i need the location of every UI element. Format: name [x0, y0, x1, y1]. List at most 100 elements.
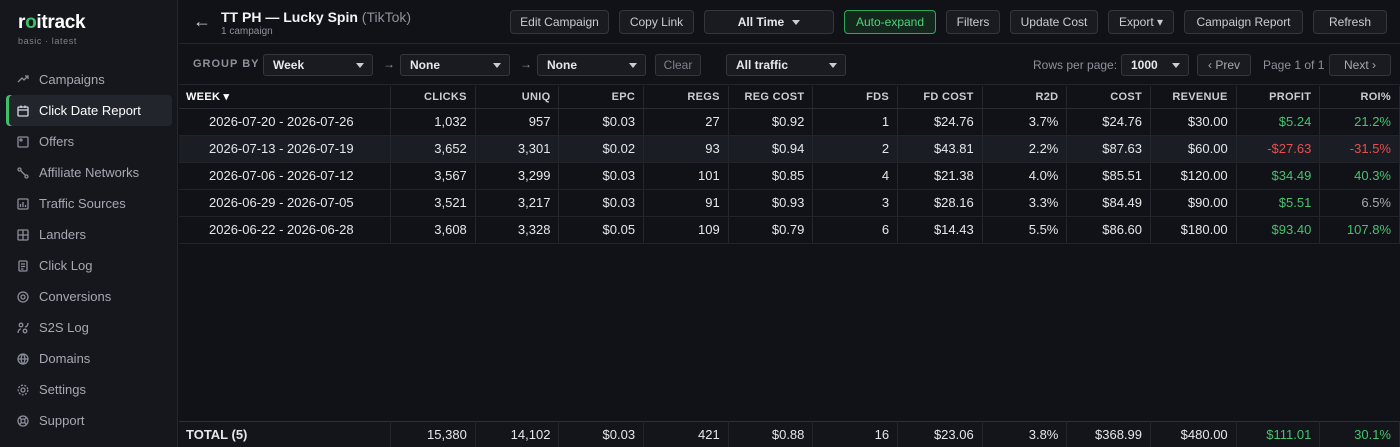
table-row[interactable]: 2026-07-20 - 2026-07-26 1,032 957 $0.03 27 $0…	[179, 108, 1400, 136]
column-header-roi[interactable]: ROI%	[1319, 86, 1400, 109]
column-header-regs[interactable]: REGS	[643, 86, 729, 109]
group-by-select-2[interactable]: None	[400, 54, 510, 76]
chevron-down-icon	[356, 63, 364, 68]
sidebar-item-click-log[interactable]: Click Log	[6, 250, 172, 281]
table-row[interactable]: 2026-06-29 - 2026-07-05 3,521 3,217 $0.03 91…	[179, 189, 1400, 217]
update-cost-button[interactable]: Update Cost	[1010, 10, 1098, 34]
sidebar-item-traffic-sources[interactable]: Traffic Sources	[6, 188, 172, 219]
column-header-cost[interactable]: COST	[1066, 86, 1152, 109]
arrow-right-icon: →	[383, 57, 395, 71]
table-row[interactable]: 2026-06-22 - 2026-06-28 3,608 3,328 $0.05 10…	[179, 216, 1400, 244]
sidebar-item-campaigns[interactable]: Campaigns	[6, 64, 172, 95]
cell-clicks: 3,608	[390, 216, 476, 244]
group-by-value-3: None	[547, 58, 577, 72]
total-roi: 30.1%	[1319, 421, 1400, 447]
prev-page-button[interactable]: ‹ Prev	[1197, 54, 1251, 76]
page-title: TT PH — Lucky Spin (TikTok)	[221, 9, 411, 25]
rows-per-page-select[interactable]: 1000	[1121, 54, 1189, 76]
clear-button[interactable]: Clear	[655, 54, 701, 76]
column-header-epc[interactable]: EPC	[558, 86, 645, 109]
cell-regs: 27	[643, 108, 729, 136]
sidebar-item-offers[interactable]: Offers	[6, 126, 172, 157]
group-by-select-1[interactable]: Week	[263, 54, 373, 76]
cell-clicks: 3,521	[390, 189, 476, 217]
sidebar-item-domains[interactable]: Domains	[6, 343, 172, 374]
cell-fds: 3	[812, 189, 899, 217]
column-header-r2d[interactable]: R2D	[982, 86, 1068, 109]
campaign-name: TT PH — Lucky Spin	[221, 9, 358, 25]
cell-reg-cost: $0.79	[728, 216, 814, 244]
logo[interactable]: roitrack basic · latest	[18, 12, 86, 46]
sidebar-item-settings[interactable]: Settings	[6, 374, 172, 405]
column-header-week[interactable]: WEEK ▾	[179, 86, 392, 109]
column-header-profit[interactable]: PROFIT	[1236, 86, 1321, 109]
cell-cost: $86.60	[1066, 216, 1152, 244]
group-by-value-2: None	[410, 58, 440, 72]
cell-r2d: 3.3%	[982, 189, 1068, 217]
table-header-row: WEEK ▾ CLICKS UNIQ EPC REGS REG COST FDS FD COS…	[179, 86, 1400, 109]
cell-epc: $0.05	[558, 216, 645, 244]
sidebar-item-label: Traffic Sources	[39, 196, 126, 211]
traffic-select[interactable]: All traffic	[726, 54, 846, 76]
cell-cost: $84.49	[1066, 189, 1152, 217]
cell-revenue: $180.00	[1150, 216, 1237, 244]
cell-fds: 1	[812, 108, 899, 136]
total-reg-cost: $0.88	[728, 421, 814, 447]
cell-r2d: 4.0%	[982, 162, 1068, 190]
column-header-fd-cost[interactable]: FD COST	[897, 86, 983, 109]
cell-fds: 2	[812, 135, 899, 163]
page-indicator: Page 1 of 1	[1263, 58, 1325, 72]
table-row[interactable]: 2026-07-06 - 2026-07-12 3,567 3,299 $0.03 10…	[179, 162, 1400, 190]
next-page-button[interactable]: Next ›	[1329, 54, 1391, 76]
cell-roi: -31.5%	[1319, 135, 1400, 163]
refresh-button[interactable]: Refresh	[1313, 10, 1387, 34]
campaigns-icon	[16, 73, 30, 87]
gear-icon	[16, 383, 30, 397]
cell-epc: $0.03	[558, 108, 645, 136]
sidebar: roitrack basic · latest Campaigns Click D…	[0, 0, 178, 447]
sidebar-item-landers[interactable]: Landers	[6, 219, 172, 250]
chevron-down-icon	[1172, 63, 1180, 68]
copy-link-button[interactable]: Copy Link	[619, 10, 694, 34]
sidebar-item-label: Landers	[39, 227, 86, 242]
total-profit: $111.01	[1236, 421, 1321, 447]
time-range-select[interactable]: All Time	[704, 10, 834, 34]
cell-revenue: $60.00	[1150, 135, 1237, 163]
filters-button[interactable]: Filters	[946, 10, 1000, 34]
campaign-report-button[interactable]: Campaign Report	[1184, 10, 1303, 34]
sidebar-item-label: Support	[39, 413, 85, 428]
column-header-uniq[interactable]: UNIQ	[475, 86, 560, 109]
cell-profit: $5.24	[1236, 108, 1321, 136]
sidebar-item-click-date-report[interactable]: Click Date Report	[6, 95, 172, 126]
column-header-revenue[interactable]: REVENUE	[1150, 86, 1237, 109]
cell-revenue: $30.00	[1150, 108, 1237, 136]
cell-reg-cost: $0.94	[728, 135, 814, 163]
landers-icon	[16, 228, 30, 242]
sidebar-item-affiliate-networks[interactable]: Affiliate Networks	[6, 157, 172, 188]
filter-bar: GROUP BY Week → None → None Clear All tr…	[179, 45, 1400, 85]
column-header-reg-cost[interactable]: REG COST	[728, 86, 814, 109]
cell-week: 2026-06-29 - 2026-07-05	[179, 189, 392, 217]
edit-campaign-button[interactable]: Edit Campaign	[510, 10, 609, 34]
campaign-source: (TikTok)	[361, 9, 412, 25]
cell-epc: $0.02	[558, 135, 645, 163]
column-header-clicks[interactable]: CLICKS	[390, 86, 476, 109]
chevron-down-icon	[493, 63, 501, 68]
sidebar-item-conversions[interactable]: Conversions	[6, 281, 172, 312]
cell-epc: $0.03	[558, 189, 645, 217]
column-header-fds[interactable]: FDS	[812, 86, 899, 109]
export-button[interactable]: Export ▾	[1108, 10, 1174, 34]
sidebar-item-support[interactable]: Support	[6, 405, 172, 436]
cell-fd-cost: $28.16	[897, 189, 983, 217]
sidebar-item-s2s-log[interactable]: S2S Log	[6, 312, 172, 343]
sidebar-nav: Campaigns Click Date Report Offers Affiliat…	[6, 64, 172, 436]
back-arrow-icon[interactable]: ←	[193, 11, 211, 31]
table-row[interactable]: 2026-07-13 - 2026-07-19 3,652 3,301 $0.02 93…	[179, 135, 1400, 163]
group-by-select-3[interactable]: None	[537, 54, 646, 76]
cell-profit: $34.49	[1236, 162, 1321, 190]
auto-expand-toggle[interactable]: Auto-expand	[844, 10, 936, 34]
cell-week: 2026-07-13 - 2026-07-19	[179, 135, 392, 163]
title-block: TT PH — Lucky Spin (TikTok) 1 campaign	[221, 9, 411, 37]
total-fds: 16	[812, 421, 899, 447]
calendar-icon	[16, 104, 30, 118]
